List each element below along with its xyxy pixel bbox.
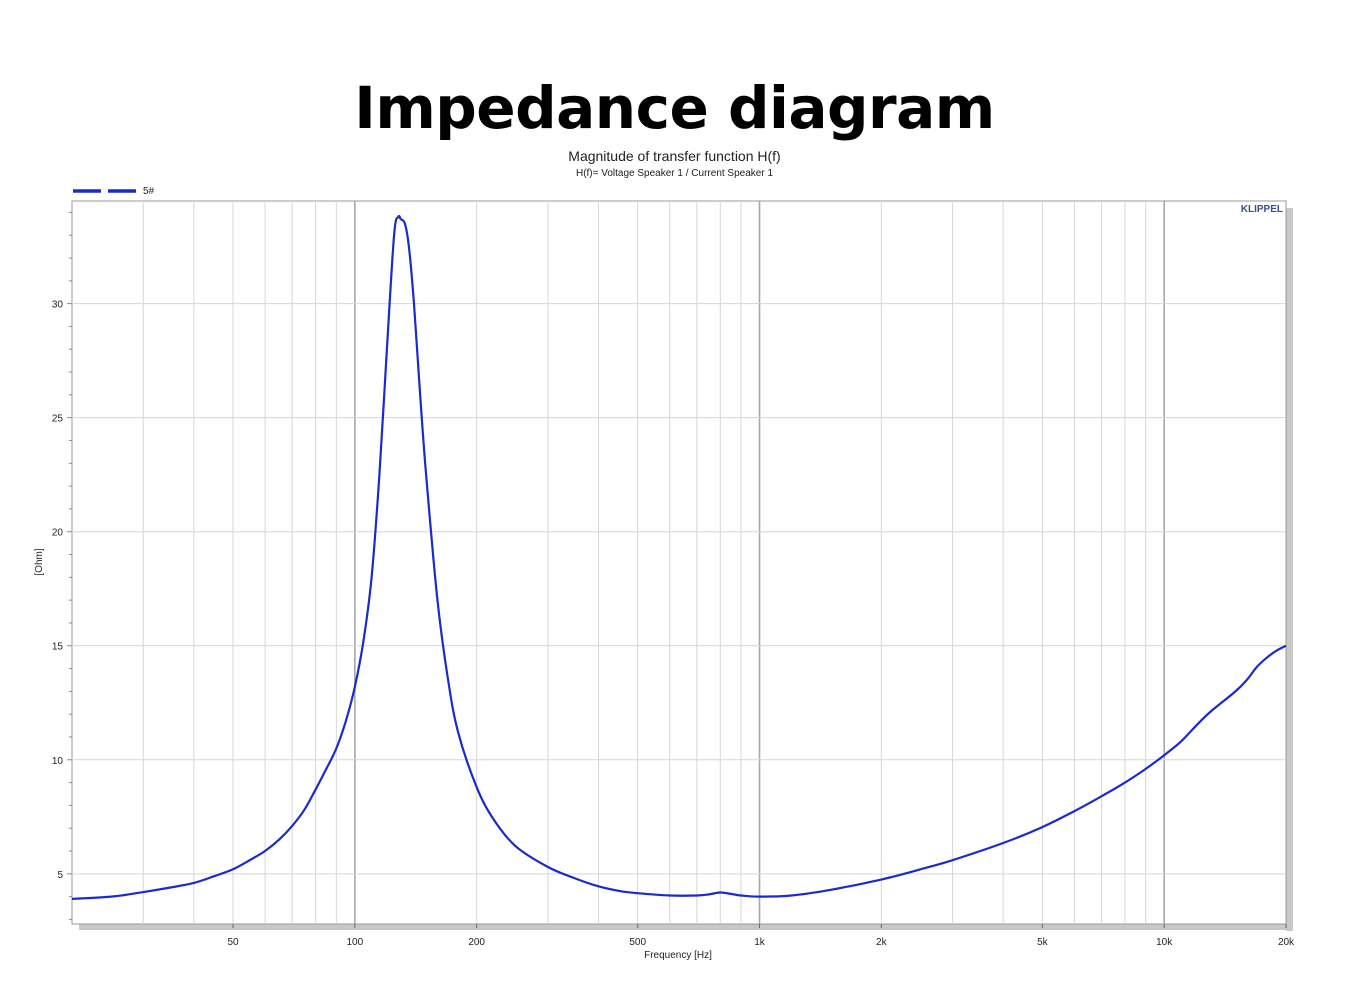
y-tick-label: 10	[52, 756, 64, 767]
legend-label: 5#	[143, 186, 155, 197]
chart-grid	[72, 201, 1286, 924]
y-tick-label: 25	[52, 414, 64, 425]
x-tick-label: 20k	[1278, 937, 1295, 948]
x-tick-label: 2k	[876, 937, 888, 948]
chart-legend: 5#	[73, 186, 155, 197]
y-tick-label: 20	[52, 528, 64, 539]
chart-axes: 50 100 200 500 1k 2k 5k 10k 20k 5 10 15 20 25 30	[52, 211, 1295, 948]
x-tick-label: 200	[468, 937, 485, 948]
y-tick-label: 5	[57, 870, 63, 881]
x-tick-label: 100	[347, 937, 364, 948]
y-axis-label: [Ohm]	[34, 548, 45, 575]
x-axis-label: Frequency [Hz]	[644, 950, 712, 961]
series-line	[71, 214, 1287, 901]
plot-shadow	[71, 200, 1293, 931]
chart-title: Magnitude of transfer function H(f)	[568, 148, 781, 164]
x-tick-label: 5k	[1037, 937, 1049, 948]
y-tick-label: 15	[52, 642, 64, 653]
x-tick-label: 1k	[754, 937, 766, 948]
x-tick-label: 10k	[1156, 937, 1173, 948]
plot-area	[71, 200, 1287, 925]
x-tick-label: 50	[227, 937, 239, 948]
plot-shadow-right	[1286, 208, 1293, 931]
brand-label: KLIPPEL	[1241, 204, 1283, 215]
plot-shadow-bottom	[79, 924, 1293, 930]
x-tick-label: 500	[629, 937, 646, 948]
chart-subtitle: H(f)= Voltage Speaker 1 / Current Speake…	[575, 168, 774, 179]
chart-series	[71, 214, 1287, 901]
page-title: Impedance diagram	[354, 74, 995, 142]
y-tick-label: 30	[52, 300, 64, 311]
